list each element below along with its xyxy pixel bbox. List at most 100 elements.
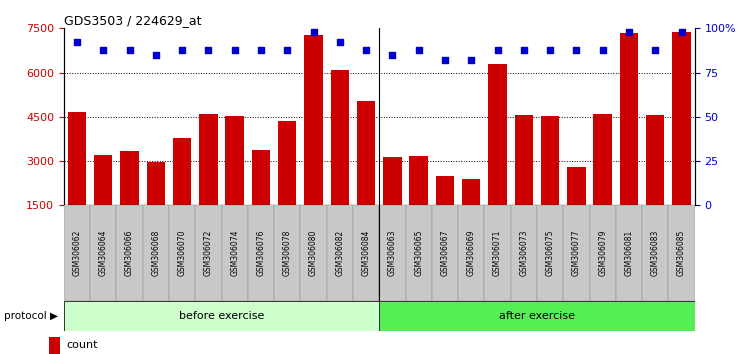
- Point: [439, 57, 451, 63]
- Point: [308, 29, 320, 35]
- Point: [282, 47, 294, 52]
- Bar: [222, 205, 248, 301]
- Bar: [668, 205, 695, 301]
- Bar: [304, 35, 323, 205]
- Point: [98, 47, 110, 52]
- Point: [360, 47, 372, 52]
- Text: GSM306071: GSM306071: [493, 230, 502, 276]
- Text: GSM306067: GSM306067: [441, 230, 449, 276]
- Bar: [488, 64, 507, 205]
- Bar: [616, 205, 642, 301]
- Bar: [274, 205, 300, 301]
- Text: GSM306074: GSM306074: [231, 230, 239, 276]
- Bar: [462, 179, 481, 205]
- Bar: [541, 116, 559, 205]
- Point: [492, 47, 504, 52]
- Bar: [458, 205, 484, 301]
- Text: after exercise: after exercise: [499, 311, 575, 321]
- Text: GSM306078: GSM306078: [283, 230, 291, 276]
- Bar: [642, 205, 668, 301]
- Point: [334, 40, 346, 45]
- Text: GSM306068: GSM306068: [152, 230, 160, 276]
- Bar: [64, 301, 379, 331]
- Bar: [537, 205, 563, 301]
- Text: GSM306069: GSM306069: [467, 230, 475, 276]
- Bar: [484, 205, 511, 301]
- Bar: [143, 205, 169, 301]
- Bar: [379, 301, 695, 331]
- Bar: [383, 156, 402, 205]
- Bar: [409, 156, 428, 205]
- Point: [203, 47, 215, 52]
- Bar: [146, 162, 165, 205]
- Point: [518, 47, 530, 52]
- Point: [124, 47, 136, 52]
- Bar: [94, 155, 113, 205]
- Text: GSM306085: GSM306085: [677, 230, 686, 276]
- Text: GSM306076: GSM306076: [257, 230, 265, 276]
- Bar: [353, 205, 379, 301]
- Point: [676, 29, 688, 35]
- Point: [71, 40, 83, 45]
- Text: GSM306072: GSM306072: [204, 230, 213, 276]
- Bar: [330, 70, 349, 205]
- Text: GSM306083: GSM306083: [651, 230, 659, 276]
- Bar: [593, 114, 612, 205]
- Text: count: count: [67, 340, 98, 350]
- Bar: [436, 176, 454, 205]
- Point: [176, 47, 188, 52]
- Text: GSM306075: GSM306075: [546, 230, 554, 276]
- Point: [229, 47, 241, 52]
- Bar: [64, 205, 90, 301]
- Bar: [300, 205, 327, 301]
- Text: GSM306064: GSM306064: [99, 230, 107, 276]
- Bar: [327, 205, 353, 301]
- Text: GSM306063: GSM306063: [388, 230, 397, 276]
- Point: [623, 29, 635, 35]
- Point: [413, 47, 425, 52]
- Bar: [646, 115, 665, 205]
- Point: [649, 47, 661, 52]
- Point: [255, 47, 267, 52]
- Bar: [199, 114, 218, 205]
- Text: GSM306065: GSM306065: [415, 230, 423, 276]
- Bar: [406, 205, 432, 301]
- Bar: [68, 113, 86, 205]
- Text: GSM306062: GSM306062: [73, 230, 81, 276]
- Text: GDS3503 / 224629_at: GDS3503 / 224629_at: [64, 14, 201, 27]
- Bar: [225, 116, 244, 205]
- Bar: [195, 205, 222, 301]
- Bar: [90, 205, 116, 301]
- Point: [597, 47, 609, 52]
- Bar: [514, 115, 533, 205]
- Bar: [357, 101, 376, 205]
- Bar: [49, 337, 60, 354]
- Bar: [173, 138, 192, 205]
- Text: GSM306082: GSM306082: [336, 230, 344, 276]
- Text: GSM306066: GSM306066: [125, 230, 134, 276]
- Text: GSM306080: GSM306080: [309, 230, 318, 276]
- Point: [571, 47, 583, 52]
- Bar: [567, 167, 586, 205]
- Bar: [252, 150, 270, 205]
- Bar: [590, 205, 616, 301]
- Bar: [432, 205, 458, 301]
- Bar: [248, 205, 274, 301]
- Text: GSM306070: GSM306070: [178, 230, 186, 276]
- Bar: [511, 205, 537, 301]
- Bar: [169, 205, 195, 301]
- Text: GSM306079: GSM306079: [599, 230, 607, 276]
- Point: [466, 57, 478, 63]
- Bar: [120, 151, 139, 205]
- Text: GSM306077: GSM306077: [572, 230, 581, 276]
- Text: GSM306081: GSM306081: [625, 230, 633, 276]
- Bar: [278, 121, 297, 205]
- Text: GSM306073: GSM306073: [520, 230, 528, 276]
- Bar: [620, 33, 638, 205]
- Point: [150, 52, 162, 58]
- Point: [544, 47, 556, 52]
- Bar: [116, 205, 143, 301]
- Text: GSM306084: GSM306084: [362, 230, 370, 276]
- Bar: [379, 205, 406, 301]
- Bar: [563, 205, 590, 301]
